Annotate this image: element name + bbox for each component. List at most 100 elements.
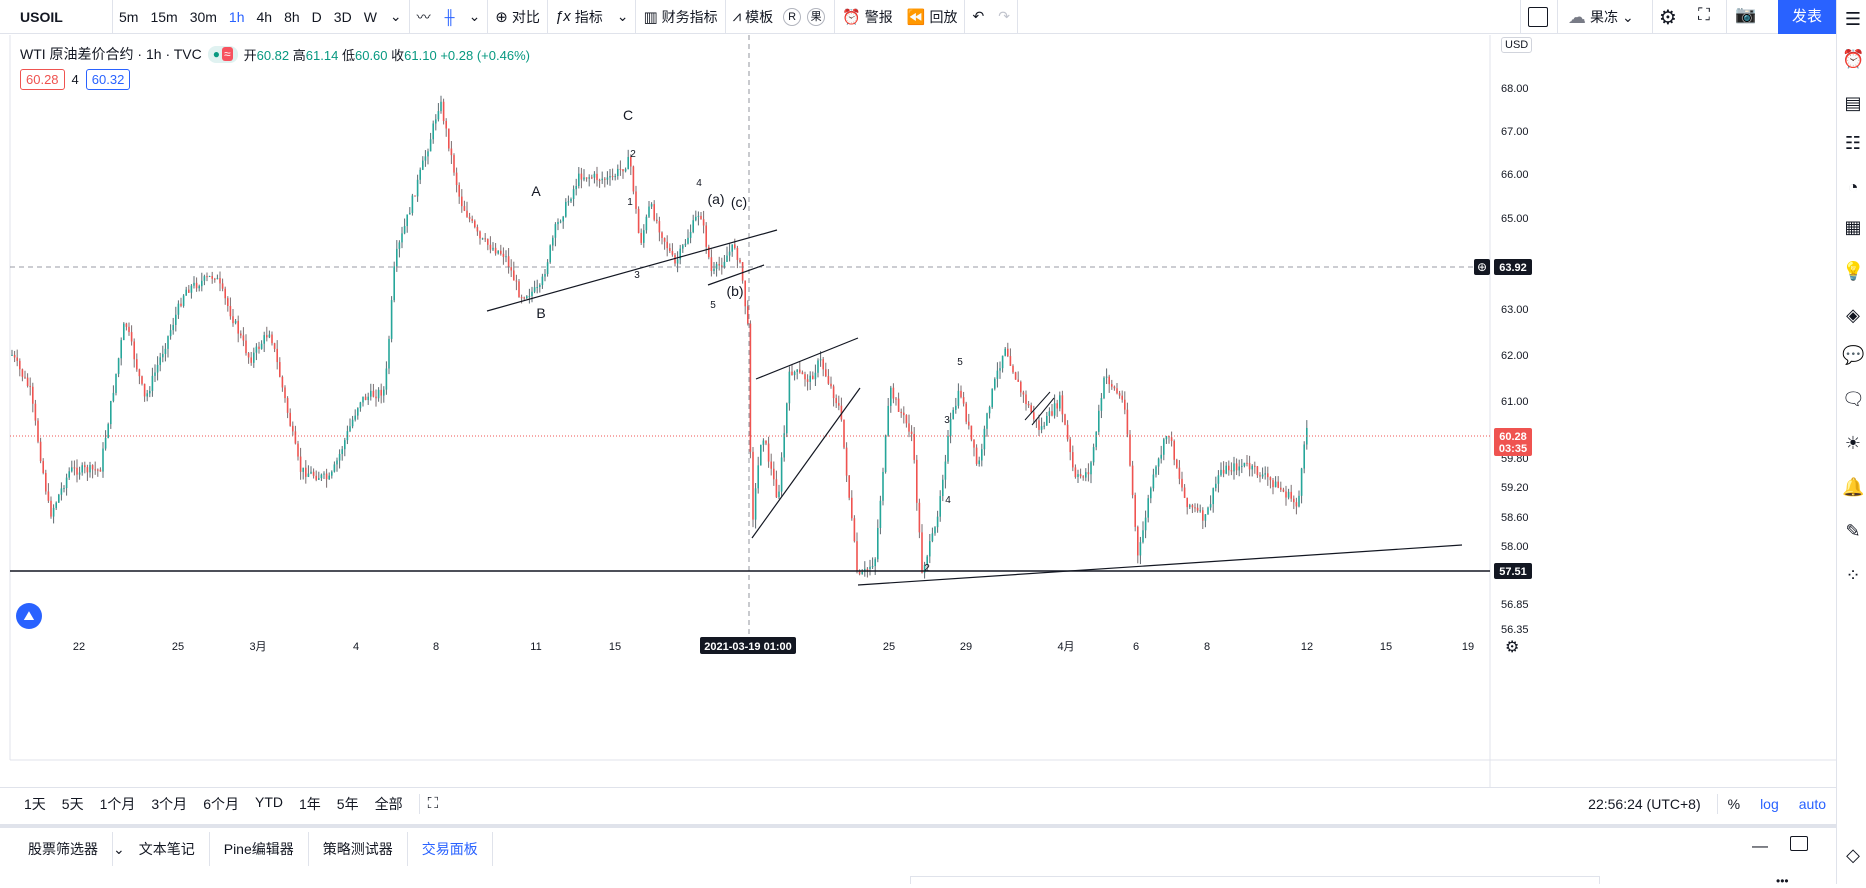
wave-label[interactable]: 5 — [710, 300, 716, 311]
time-axis[interactable]: 22 25 3月 4 8 11 15 25 29 4月 6 8 12 15 19 2021-03-19 01:… — [73, 637, 1474, 654]
wave-label[interactable]: 2 — [630, 149, 636, 160]
add-alert-plus-icon[interactable]: ⊕ — [1474, 259, 1490, 275]
interval-1h[interactable]: 1h — [228, 8, 245, 25]
indicators-dropdown[interactable]: ⌄ — [610, 0, 636, 34]
chevron-down-icon[interactable]: ⌄ — [113, 840, 125, 857]
interval-w[interactable]: W — [363, 8, 377, 25]
bell-icon[interactable]: 🔔 — [1842, 477, 1865, 497]
trend-line[interactable] — [486, 229, 778, 312]
trend-line[interactable] — [755, 337, 859, 380]
ideas-icon[interactable]: ☀ — [1844, 433, 1862, 453]
candle-style-button[interactable]: ╫ — [438, 0, 462, 34]
interval-30m[interactable]: 30m — [189, 8, 217, 25]
trend-line[interactable] — [751, 387, 861, 539]
indicators-button[interactable]: ƒx 指标 — [548, 0, 610, 34]
range-button[interactable]: 1个月 — [99, 795, 136, 812]
layout-single-button[interactable] — [1528, 7, 1548, 27]
chat-icon[interactable]: 💬 — [1842, 345, 1865, 365]
datawindow-icon[interactable]: ☷ — [1844, 133, 1862, 153]
trend-line[interactable] — [707, 264, 765, 286]
minimize-panel-button[interactable]: — — [1752, 838, 1768, 856]
wave-label[interactable]: C — [623, 107, 633, 123]
fullscreen-button[interactable]: ⛶ — [1692, 5, 1716, 29]
price-chart[interactable]: A B C (a) (b) (c) 1 2 3 4 5 5 3 4 2 68.0067.0066.0065.… — [0, 0, 1836, 787]
auto-toggle[interactable]: auto — [1798, 795, 1826, 812]
publish-button[interactable]: 发表 — [1778, 0, 1836, 34]
wave-label[interactable]: (c) — [731, 194, 747, 210]
price-axis[interactable]: 68.0067.0066.0065.0063.0062.0061.0059.80… — [1474, 83, 1532, 636]
alarm-icon[interactable]: ⏰ — [1842, 49, 1865, 69]
market-status-badge[interactable]: ● ≈ — [207, 45, 238, 63]
compare-button[interactable]: ⊕ 对比 — [488, 0, 547, 34]
small-channel-drawing[interactable] — [1024, 391, 1055, 426]
percent-toggle[interactable]: % — [1727, 795, 1741, 812]
legend-title[interactable]: WTI 原油差价合约 · 1h · TVC — [20, 46, 202, 62]
settings-button[interactable]: ⚙ — [1656, 5, 1680, 29]
wave-label[interactable]: A — [531, 183, 541, 199]
trend-line[interactable] — [857, 544, 1463, 586]
wave-label[interactable]: 1 — [627, 197, 633, 208]
fruit-badge[interactable]: 果 — [807, 7, 826, 26]
watchlist-icon[interactable]: ☰ — [1844, 9, 1862, 29]
snapshot-button[interactable]: 📷 — [1732, 5, 1760, 29]
chat-bubble-icon[interactable]: 🗨 — [1842, 389, 1865, 409]
chart-pie-icon[interactable]: ◔ — [1847, 177, 1859, 197]
line-style-button[interactable]: 〰 — [410, 0, 438, 34]
interval-4h[interactable]: 4h — [256, 8, 273, 25]
stack-icon[interactable]: ◇ — [1846, 845, 1860, 865]
chart-style-dropdown[interactable]: ⌄ — [462, 0, 488, 34]
replay-button[interactable]: ⏪ 回放 — [900, 0, 965, 34]
interval-8h[interactable]: 8h — [284, 8, 300, 25]
wave-label[interactable]: 5 — [957, 357, 963, 368]
bottom-tab[interactable]: Pine编辑器 — [210, 832, 309, 866]
wave-label[interactable]: B — [536, 305, 545, 321]
interval-5m[interactable]: 5m — [119, 8, 139, 25]
chart-settings-button[interactable]: ⚙ — [1505, 637, 1519, 657]
buy-button[interactable]: 60.32 — [85, 69, 131, 90]
redo-button[interactable]: ↷ — [991, 0, 1017, 34]
interval-15m[interactable]: 15m — [150, 8, 178, 25]
r-badge[interactable]: R — [783, 7, 802, 26]
layers-icon[interactable]: ◈ — [1846, 305, 1860, 325]
layout-name-button[interactable]: ☁ 果冻 ⌄ — [1568, 0, 1634, 34]
interval-dropdown[interactable]: ⌄ — [383, 0, 409, 34]
wave-label[interactable]: 3 — [944, 415, 950, 426]
symbol-search[interactable]: USOIL — [20, 8, 63, 25]
range-button[interactable]: 1天 — [24, 795, 46, 812]
pencil-icon[interactable]: ✎ — [1845, 521, 1861, 541]
bottom-tab[interactable]: 文本笔记 — [125, 832, 210, 866]
bottom-tab[interactable]: 策略测试器 — [309, 832, 408, 866]
calendar-icon[interactable]: ▦ — [1844, 217, 1862, 237]
bulb-icon[interactable]: 💡 — [1842, 261, 1865, 281]
range-button[interactable]: 全部 — [374, 795, 403, 812]
wave-label[interactable]: 3 — [634, 270, 640, 281]
bottom-tab[interactable]: 股票筛选器 — [14, 832, 113, 866]
interval-d[interactable]: D — [311, 8, 322, 25]
goto-date-button[interactable]: ⛶ — [428, 795, 439, 812]
wave-label[interactable]: (a) — [707, 191, 724, 207]
templates-button[interactable]: ⩘ 模板 — [726, 0, 780, 34]
alert-button[interactable]: ⏰ 警报 — [835, 0, 900, 34]
wave-label[interactable]: (b) — [726, 283, 743, 299]
news-icon[interactable]: ▤ — [1844, 93, 1862, 113]
clock-display[interactable]: 22:56:24 (UTC+8) — [1588, 795, 1701, 812]
range-button[interactable]: 5天 — [61, 795, 84, 812]
range-button[interactable]: 5年 — [336, 795, 359, 812]
interval-3d[interactable]: 3D — [333, 8, 352, 25]
bottom-tab[interactable]: 交易面板 — [408, 832, 493, 866]
maximize-panel-button[interactable] — [1790, 836, 1808, 851]
tv-logo[interactable]: ⛰ — [16, 603, 42, 629]
financials-button[interactable]: ▥ 财务指标 — [636, 0, 724, 34]
wave-label[interactable]: 4 — [696, 178, 702, 189]
sell-button[interactable]: 60.28 — [20, 69, 65, 90]
range-button[interactable]: YTD — [254, 793, 283, 810]
wave-label[interactable]: 2 — [924, 563, 930, 574]
more-icon[interactable]: ••• — [1776, 874, 1789, 888]
undo-button[interactable]: ↶ — [965, 0, 991, 34]
wave-label[interactable]: 4 — [945, 495, 951, 506]
range-button[interactable]: 6个月 — [203, 795, 239, 812]
range-button[interactable]: 1年 — [298, 795, 321, 812]
range-button[interactable]: 3个月 — [151, 795, 188, 812]
hotlist-icon[interactable]: ⁘ — [1845, 565, 1861, 585]
log-toggle[interactable]: log — [1760, 795, 1779, 812]
